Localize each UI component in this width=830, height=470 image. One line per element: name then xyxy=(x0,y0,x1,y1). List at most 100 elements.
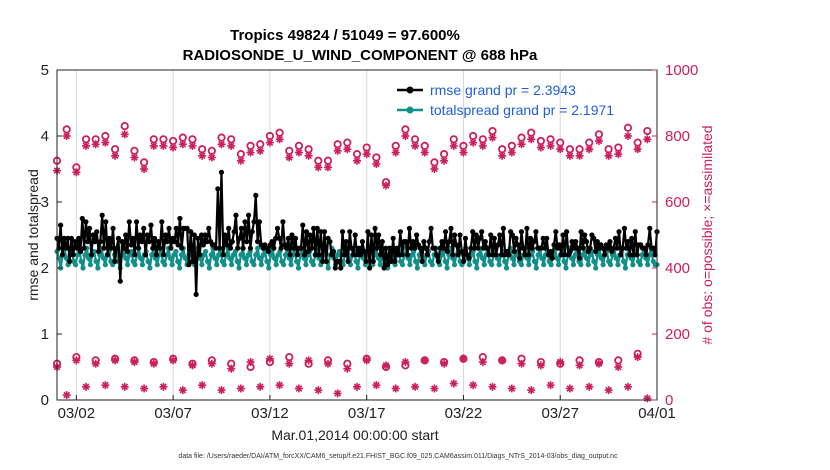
rmse-point xyxy=(432,245,438,251)
obs-assimilated-marker xyxy=(362,150,371,159)
rmse-point xyxy=(462,235,469,241)
obs-assimilated-marker xyxy=(140,384,149,393)
rmse-point xyxy=(517,255,523,261)
rmse-point xyxy=(450,252,456,258)
rmse-point xyxy=(74,245,80,251)
totalspread-point xyxy=(169,262,175,268)
rmse-point xyxy=(83,219,89,225)
totalspread-point xyxy=(489,262,495,268)
rmse-point xyxy=(526,252,532,258)
rmse-point xyxy=(197,252,203,258)
totalspread-point xyxy=(100,255,107,261)
rmse-point xyxy=(112,258,118,264)
obs-assimilated-marker xyxy=(256,146,265,155)
left-tick-label: 3 xyxy=(41,194,49,211)
rmse-point xyxy=(276,235,282,241)
totalspread-point xyxy=(182,255,188,261)
totalspread-point xyxy=(303,262,309,268)
rmse-point xyxy=(439,239,445,245)
rmse-point xyxy=(151,235,158,241)
totalspread-point xyxy=(258,262,264,268)
rmse-point xyxy=(249,229,255,235)
rmse-point xyxy=(101,245,107,251)
obs-assimilated-marker xyxy=(391,148,400,157)
rmse-point xyxy=(338,265,344,271)
totalspread-point xyxy=(563,265,569,271)
rmse-point xyxy=(379,239,385,245)
totalspread-point xyxy=(266,265,272,271)
rmse-point xyxy=(274,225,281,231)
totalspread-point xyxy=(472,258,478,264)
rmse-point xyxy=(560,232,566,238)
rmse-point xyxy=(471,245,478,251)
totalspread-point xyxy=(503,265,510,271)
rmse-point xyxy=(455,252,461,258)
totalspread-point xyxy=(154,262,160,268)
rmse-point xyxy=(173,225,179,231)
rmse-point xyxy=(489,252,496,258)
rmse-point xyxy=(623,245,629,251)
rmse-point xyxy=(148,222,154,228)
totalspread-point xyxy=(273,262,279,268)
rmse-point xyxy=(352,232,358,238)
obs-assimilated-marker xyxy=(575,361,584,370)
rmse-point xyxy=(473,232,479,238)
rmse-point xyxy=(612,235,619,241)
rmse-point xyxy=(103,219,109,225)
rmse-point xyxy=(124,248,131,255)
rmse-point xyxy=(135,245,141,251)
rmse-point xyxy=(405,252,411,258)
obs-assimilated-marker xyxy=(207,359,216,368)
obs-assimilated-marker xyxy=(643,394,652,403)
rmse-point xyxy=(376,232,382,238)
rmse-point xyxy=(437,245,443,251)
lower-obs-cluster xyxy=(52,349,652,403)
rmse-point xyxy=(446,239,452,245)
totalspread-point xyxy=(80,265,86,271)
right-tick-label: 600 xyxy=(665,194,690,211)
totalspread-point xyxy=(162,262,168,268)
rmse-point xyxy=(61,235,67,241)
obs-assimilated-marker xyxy=(449,379,458,388)
rmse-point xyxy=(235,245,241,251)
x-axis-label: Mar.01,2014 00:00:00 start xyxy=(271,427,438,443)
obs-assimilated-marker xyxy=(546,381,555,390)
obs-assimilated-marker xyxy=(314,163,323,172)
rmse-point xyxy=(59,252,66,258)
rmse-point xyxy=(480,245,487,251)
rmse-point xyxy=(600,245,606,251)
rmse-point xyxy=(513,235,519,241)
rmse-point xyxy=(65,235,71,241)
obs-assimilated-marker xyxy=(401,358,410,367)
x-tick-label: 04/01 xyxy=(638,405,676,422)
rmse-point xyxy=(321,229,328,235)
totalspread-point xyxy=(600,262,606,268)
rmse-point xyxy=(531,239,537,245)
totalspread-point xyxy=(236,265,242,271)
totalspread-point xyxy=(399,262,406,268)
rmse-point xyxy=(77,248,84,255)
rmse-point xyxy=(247,245,253,251)
totalspread-point xyxy=(630,262,636,268)
obs-assimilated-marker xyxy=(246,358,255,367)
rmse-point xyxy=(70,252,76,258)
obs-assimilated-marker xyxy=(556,358,565,367)
totalspread-point xyxy=(607,262,614,268)
totalspread-point xyxy=(212,255,218,261)
rmse-point xyxy=(188,229,194,235)
rmse-point xyxy=(611,245,617,251)
obs-assimilated-marker xyxy=(198,151,207,160)
rmse-point xyxy=(477,235,483,241)
rmse-point xyxy=(616,229,622,235)
upper-obs-cluster xyxy=(52,122,652,190)
obs-assimilated-marker xyxy=(62,391,71,400)
totalspread-point xyxy=(474,265,480,271)
rmse-point xyxy=(410,239,416,245)
rmse-point xyxy=(390,235,396,241)
rmse-point xyxy=(345,258,351,264)
rmse-point xyxy=(592,248,599,255)
obs-assimilated-marker xyxy=(169,143,178,152)
obs-assimilated-marker xyxy=(623,132,632,140)
totalspread-point xyxy=(72,262,79,268)
totalspread-point xyxy=(93,258,99,264)
